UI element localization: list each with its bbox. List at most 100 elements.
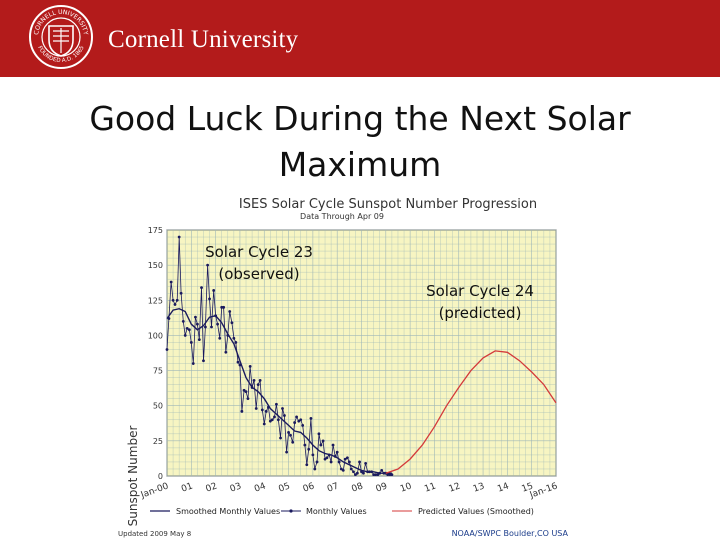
data-point-monthly	[283, 414, 286, 417]
data-point-monthly	[380, 468, 384, 472]
data-point-monthly	[275, 402, 278, 406]
data-point-monthly	[189, 341, 193, 344]
x-tick-label: Jan-16	[528, 481, 559, 501]
x-tick-label: 14	[496, 481, 510, 494]
data-point-monthly	[331, 443, 335, 447]
data-point-monthly	[337, 460, 341, 464]
data-point-monthly	[248, 364, 252, 368]
x-tick-label: Jan-00	[139, 481, 170, 501]
data-point-monthly	[185, 327, 189, 330]
data-point-monthly	[177, 235, 181, 239]
data-point-monthly	[289, 433, 292, 437]
data-point-monthly	[218, 336, 222, 340]
x-tick-label: 11	[423, 481, 437, 494]
data-point-monthly	[175, 298, 179, 302]
data-point-monthly	[173, 303, 177, 306]
data-point-monthly	[317, 432, 321, 436]
data-point-monthly	[230, 321, 234, 325]
legend: Smoothed Monthly Values Monthly Values P…	[150, 507, 534, 516]
data-point-monthly	[315, 460, 319, 464]
data-point-monthly	[195, 322, 199, 326]
data-point-monthly	[362, 471, 365, 475]
data-point-monthly	[355, 471, 359, 475]
data-point-monthly	[349, 467, 353, 471]
data-point-monthly	[313, 467, 317, 471]
data-point-monthly	[228, 310, 232, 313]
data-point-monthly	[281, 407, 284, 410]
data-point-monthly	[276, 418, 280, 422]
data-point-monthly	[179, 291, 183, 295]
annotation-cycle-24-line-2: (predicted)	[439, 304, 522, 322]
data-point-monthly	[242, 388, 246, 392]
series-monthly-values	[166, 236, 392, 476]
x-tick-label: 10	[399, 481, 413, 494]
legend-label-predicted: Predicted Values (Smoothed)	[418, 507, 534, 516]
data-point-monthly	[279, 436, 282, 440]
series-predicted-values	[385, 350, 557, 474]
data-point-monthly	[325, 456, 329, 460]
data-point-monthly	[295, 415, 298, 419]
data-point-monthly	[200, 286, 203, 290]
data-point-monthly	[169, 280, 173, 284]
x-tick-label: 03	[229, 481, 243, 494]
data-point-monthly	[305, 463, 309, 467]
y-tick-label: 100	[148, 331, 163, 340]
chart-footer-left: Updated 2009 May 8	[118, 530, 191, 538]
legend-label-smoothed: Smoothed Monthly Values	[176, 507, 280, 516]
data-point-monthly	[297, 419, 301, 423]
chart-subtitle: Data Through Apr 09	[300, 212, 384, 221]
data-point-monthly	[183, 334, 187, 337]
data-point-monthly	[216, 322, 219, 326]
x-tick-label: 15	[521, 481, 535, 494]
data-point-monthly	[307, 447, 311, 451]
data-point-monthly	[256, 383, 260, 387]
x-tick-label: 04	[253, 481, 267, 494]
y-tick-label: 150	[148, 261, 163, 270]
data-point-monthly	[252, 379, 256, 382]
y-tick-label: 25	[153, 437, 163, 446]
x-tick-label: 02	[204, 481, 218, 494]
data-point-monthly	[246, 397, 250, 401]
header-banner: CORNELL UNIVERSITY FOUNDED A.D. 1865 Cor…	[0, 0, 720, 77]
data-point-monthly	[311, 453, 315, 457]
data-point-monthly	[240, 409, 244, 413]
data-point-monthly	[204, 325, 207, 329]
brand-wordmark: Cornell University	[108, 26, 299, 53]
annotation-cycle-24-line-1: Solar Cycle 24	[426, 282, 534, 300]
data-point-monthly	[171, 298, 175, 302]
chart-footer-right: NOAA/SWPC Boulder,CO USA	[452, 529, 569, 538]
slide-title: Good Luck During the Next Solar Maximum	[60, 96, 660, 188]
data-point-monthly	[262, 422, 266, 426]
x-tick-label: 12	[448, 481, 462, 494]
x-tick-label: 07	[326, 481, 340, 494]
data-point-monthly	[264, 409, 268, 413]
data-point-monthly	[372, 473, 376, 476]
data-point-monthly	[222, 305, 226, 309]
plot-area: 0 25 50 75 100 125 150 175 Jan-00 01 02 03 04 05 06 07 0…	[139, 226, 559, 501]
data-point-monthly	[291, 440, 295, 444]
data-point-monthly	[234, 341, 238, 344]
x-tick-label: 13	[472, 481, 486, 494]
y-tick-label: 175	[148, 226, 163, 235]
data-point-monthly	[268, 419, 272, 423]
data-point-monthly	[254, 407, 258, 410]
annotation-cycle-23-line-2: (observed)	[218, 265, 299, 283]
data-point-monthly	[232, 336, 236, 340]
x-tick-label: 05	[277, 481, 291, 494]
data-point-monthly	[224, 350, 228, 354]
data-point-monthly	[347, 460, 351, 464]
data-point-monthly	[354, 473, 357, 476]
data-point-monthly	[236, 360, 240, 364]
data-point-monthly	[244, 390, 248, 394]
y-tick-label: 125	[148, 296, 163, 305]
data-point-monthly	[187, 328, 191, 332]
slide-title-line-2: Maximum	[278, 145, 442, 184]
data-point-monthly	[309, 416, 313, 420]
data-point-monthly	[323, 457, 327, 461]
data-point-monthly	[210, 325, 213, 329]
data-point-monthly	[208, 297, 211, 301]
data-point-monthly	[339, 467, 343, 471]
data-point-monthly	[301, 423, 305, 427]
data-point-monthly	[260, 408, 264, 412]
data-point-monthly	[212, 289, 216, 292]
